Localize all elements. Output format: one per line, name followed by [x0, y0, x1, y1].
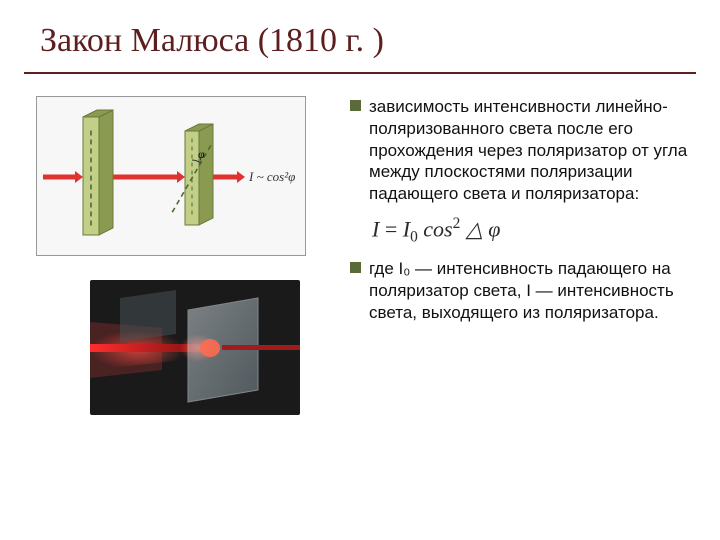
bullet-item: зависимость интенсивности линейно-поляри…: [350, 96, 700, 205]
polarizer-diagram: φ I ~ cos²φ: [36, 96, 306, 256]
svg-text:I ~ cos²φ: I ~ cos²φ: [248, 169, 295, 184]
formula-I: I: [372, 216, 379, 241]
square-bullet-icon: [350, 100, 361, 111]
formula-phi: φ: [488, 216, 500, 241]
formula-cos-exp: 2: [453, 215, 461, 232]
bullet-item: где I₀ — интенсивность падающего на поля…: [350, 258, 700, 323]
formula-I0: I: [403, 216, 410, 241]
text-column: зависимость интенсивности линейно-поляри…: [350, 96, 700, 330]
square-bullet-icon: [350, 262, 361, 273]
title-underline: [24, 72, 696, 74]
polarizer-svg: φ I ~ cos²φ: [37, 97, 306, 256]
laser-svg: [90, 280, 300, 415]
svg-text:φ: φ: [198, 147, 205, 161]
formula-I0-sub: 0: [410, 228, 418, 245]
laser-polarizer-render: [90, 280, 300, 415]
malus-formula: I = I0 cos2 △ φ: [372, 215, 700, 247]
slide-title: Закон Малюса (1810 г. ): [40, 22, 384, 60]
formula-delta: △: [466, 216, 483, 241]
bullet-text: зависимость интенсивности линейно-поляри…: [369, 96, 700, 205]
formula-cos: cos: [423, 216, 452, 241]
bullet-text: где I₀ — интенсивность падающего на поля…: [369, 258, 700, 323]
